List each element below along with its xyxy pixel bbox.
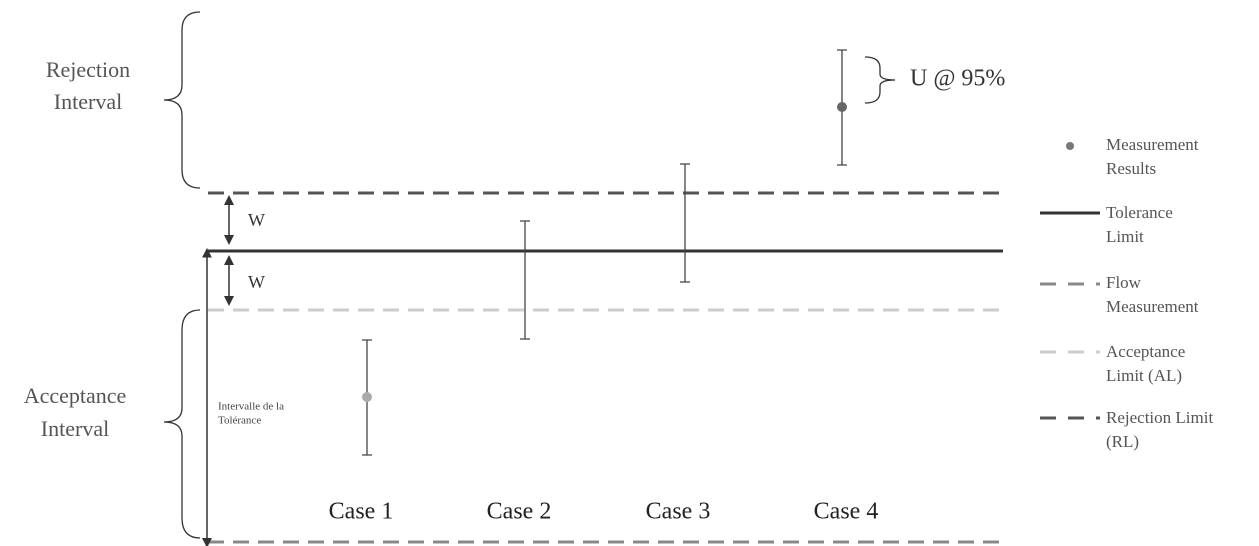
tolerance-interval-label: Tolérance <box>218 415 261 427</box>
legend-text: Acceptance <box>1106 342 1185 361</box>
case-label: Case 3 <box>646 499 711 525</box>
legend-text: Measurement <box>1106 135 1199 154</box>
w-label: W <box>248 272 265 292</box>
legend-text: Limit (AL) <box>1106 366 1182 385</box>
rejection-interval-label: Rejection <box>46 57 130 82</box>
case-label: Case 1 <box>329 499 394 525</box>
acceptance-brace <box>163 309 201 539</box>
braces <box>163 11 896 539</box>
rejection-interval-label: Interval <box>54 89 122 114</box>
acceptance-interval-label: Interval <box>41 416 109 441</box>
rejection-brace <box>163 11 201 189</box>
w-label: W <box>248 210 265 230</box>
uncertainty-label: U @ 95% <box>910 66 1005 92</box>
tolerance-interval-label: Intervalle de la <box>218 401 284 413</box>
legend-dot <box>1066 142 1074 150</box>
limit-lines <box>208 191 1005 544</box>
legend-text: Results <box>1106 159 1156 178</box>
error-bar <box>680 163 690 283</box>
legend-text: Limit <box>1106 227 1144 246</box>
measurement-dot <box>362 392 372 402</box>
w-arrows <box>202 195 234 546</box>
case-label: Case 2 <box>487 499 552 525</box>
legend-text: Rejection Limit <box>1106 408 1213 427</box>
legend-text: (RL) <box>1106 432 1139 451</box>
case-label: Case 4 <box>814 499 879 525</box>
error-bar <box>520 220 530 340</box>
acceptance-interval-label: Acceptance <box>24 383 127 408</box>
uncertainty-brace <box>864 56 896 104</box>
legend-text: Flow <box>1106 273 1142 292</box>
legend-text: Measurement <box>1106 297 1199 316</box>
legend: Measurement Results Tolerance Limit Flow… <box>1040 135 1213 451</box>
measurement-dot <box>837 102 847 112</box>
legend-text: Tolerance <box>1106 203 1173 222</box>
error-bars <box>362 49 847 456</box>
